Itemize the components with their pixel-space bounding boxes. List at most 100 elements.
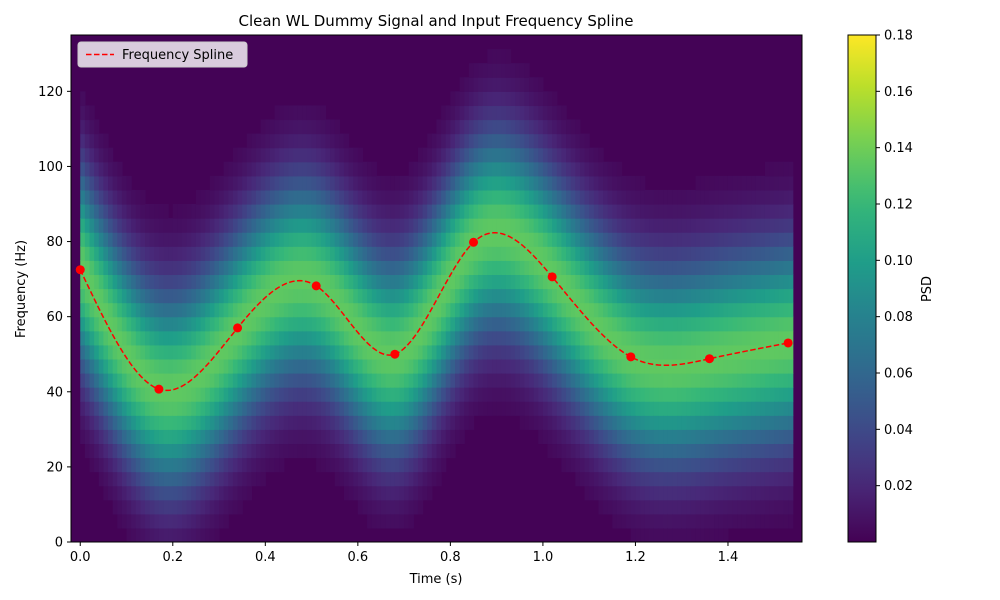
heatmap-cell	[630, 471, 637, 487]
heatmap-cell	[542, 316, 549, 332]
heatmap-cell	[293, 161, 299, 177]
heatmap-cell	[232, 246, 239, 261]
heatmap-cell	[316, 316, 322, 332]
heatmap-cell	[242, 429, 248, 445]
heatmap-cell	[436, 443, 442, 459]
heatmap-cell	[459, 147, 465, 163]
heatmap-cell	[191, 302, 197, 318]
heatmap-cell	[686, 344, 692, 360]
heatmap-cell	[501, 387, 507, 402]
heatmap-cell	[704, 175, 711, 191]
heatmap-cell	[436, 147, 442, 163]
heatmap-cell	[182, 499, 188, 515]
heatmap-cell	[357, 415, 364, 430]
heatmap-cell	[519, 358, 526, 374]
heatmap-cell	[686, 302, 692, 318]
heatmap-cell	[552, 133, 558, 149]
heatmap-cell	[459, 344, 465, 360]
heatmap-cell	[131, 232, 137, 247]
heatmap-cell	[552, 204, 558, 219]
heatmap-cell	[714, 429, 720, 445]
heatmap-cell	[788, 471, 794, 487]
heatmap-cell	[751, 274, 757, 290]
heatmap-cell	[154, 288, 160, 304]
heatmap-cell	[616, 232, 623, 247]
heatmap-cell	[459, 105, 465, 121]
heatmap-cell	[630, 443, 637, 459]
heatmap-cell	[126, 189, 132, 205]
heatmap-cell	[649, 443, 655, 459]
heatmap-cell	[764, 485, 771, 501]
heatmap-cell	[690, 344, 697, 360]
heatmap-cell	[769, 387, 775, 402]
heatmap-cell	[704, 373, 711, 388]
heatmap-cell	[677, 527, 683, 542]
heatmap-cell	[390, 387, 396, 402]
heatmap-cell	[172, 387, 179, 402]
heatmap-cell	[709, 175, 715, 191]
heatmap-cell	[404, 218, 410, 233]
heatmap-cell	[690, 204, 697, 219]
heatmap-cell	[538, 429, 544, 445]
heatmap-cell	[325, 175, 331, 191]
heatmap-cell	[404, 387, 410, 402]
heatmap-cell	[112, 485, 118, 501]
heatmap-cell	[205, 358, 211, 374]
heatmap-cell	[746, 316, 752, 332]
heatmap-cell	[269, 415, 276, 430]
heatmap-cell	[473, 77, 479, 92]
heatmap-cell	[117, 302, 123, 318]
heatmap-cell	[663, 457, 669, 473]
heatmap-cell	[607, 443, 613, 459]
heatmap-cell	[311, 161, 317, 177]
heatmap-cell	[103, 401, 109, 416]
heatmap-cell	[311, 189, 317, 205]
heatmap-cell	[566, 358, 572, 374]
heatmap-cell	[482, 77, 488, 92]
heatmap-cell	[126, 415, 132, 430]
heatmap-cell	[376, 246, 382, 261]
heatmap-cell	[343, 387, 350, 402]
heatmap-cell	[566, 274, 572, 290]
heatmap-cell	[265, 457, 271, 473]
heatmap-cell	[478, 330, 484, 346]
heatmap-cell	[732, 204, 738, 219]
heatmap-cell	[182, 358, 188, 374]
heatmap-cell	[769, 443, 775, 459]
heatmap-cell	[450, 288, 456, 304]
heatmap-cell	[237, 147, 243, 163]
heatmap-cell	[589, 415, 595, 430]
heatmap-cell	[343, 274, 350, 290]
heatmap-cell	[371, 274, 377, 290]
heatmap-cell	[561, 274, 567, 290]
heatmap-cell	[644, 443, 650, 459]
heatmap-cell	[755, 358, 761, 374]
heatmap-cell	[714, 457, 720, 473]
heatmap-cell	[367, 457, 373, 473]
heatmap-cell	[158, 246, 165, 261]
heatmap-cell	[607, 232, 613, 247]
heatmap-cell	[492, 373, 498, 388]
heatmap-cell	[723, 274, 729, 290]
heatmap-cell	[510, 175, 516, 191]
heatmap-cell	[399, 260, 405, 276]
heatmap-cell	[478, 260, 484, 276]
heatmap-cell	[570, 330, 576, 346]
heatmap-cell	[251, 344, 257, 360]
heatmap-cell	[177, 485, 183, 501]
heatmap-cell	[487, 119, 493, 135]
heatmap-cell	[626, 189, 632, 205]
heatmap-cell	[473, 401, 479, 416]
heatmap-cell	[482, 316, 488, 332]
heatmap-cell	[334, 471, 340, 487]
heatmap-cell	[117, 161, 123, 177]
heatmap-cell	[94, 189, 100, 205]
heatmap-cell	[709, 204, 715, 219]
heatmap-cell	[140, 274, 146, 290]
heatmap-cell	[394, 457, 401, 473]
heatmap-cell	[274, 316, 280, 332]
heatmap-cell	[524, 274, 530, 290]
heatmap-cell	[603, 260, 609, 276]
heatmap-cell	[709, 344, 715, 360]
heatmap-cell	[566, 344, 572, 360]
